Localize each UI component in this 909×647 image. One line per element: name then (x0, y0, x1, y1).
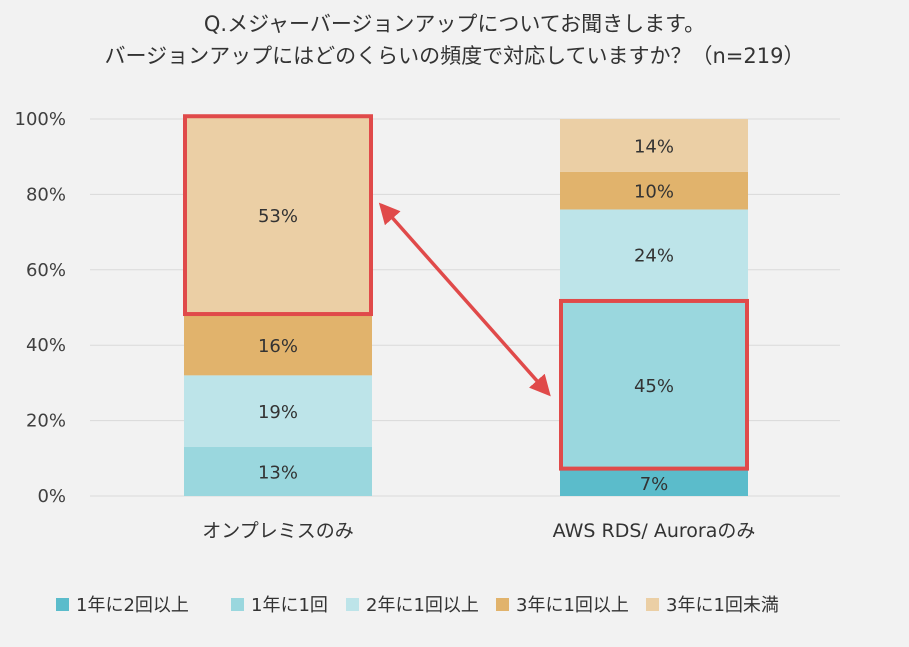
legend-label: 1年に2回以上 (76, 595, 189, 616)
legend-swatch (496, 598, 509, 611)
y-tick-label: 40% (26, 335, 66, 356)
chart-subtitle: バージョンアップにはどのくらいの頻度で対応していますか？（n=219） (104, 44, 805, 68)
y-tick-label: 20% (26, 411, 66, 432)
bar-segment (184, 375, 372, 447)
highlight-box (559, 298, 749, 471)
chart-title: Q.メジャーバージョンアップについてお聞きします。 (203, 12, 706, 36)
y-tick-label: 60% (26, 260, 66, 281)
bar-segment (560, 469, 748, 496)
x-category-label: AWS RDS/ Auroraのみ (553, 520, 756, 542)
legend-swatch (646, 598, 659, 611)
bar-segment (560, 209, 748, 300)
data-label: 13% (258, 462, 298, 483)
bar-segment (560, 171, 748, 210)
bar-segment (184, 115, 372, 316)
legend-label: 3年に1回未満 (666, 595, 779, 616)
highlight-box (183, 114, 373, 317)
data-label: 45% (634, 376, 674, 397)
data-label: 19% (258, 402, 298, 423)
bar-segment (184, 315, 372, 376)
legend-swatch (346, 598, 359, 611)
y-tick-label: 80% (26, 184, 66, 205)
bar-segment (560, 299, 748, 470)
x-category-label: オンプレミスのみ (202, 520, 353, 542)
data-label: 16% (258, 336, 298, 357)
data-label: 10% (634, 182, 674, 203)
bar-segment (184, 446, 372, 496)
bar-segment (560, 119, 748, 172)
legend-label: 2年に1回以上 (366, 595, 479, 616)
y-tick-label: 0% (37, 486, 66, 507)
comparison-arrow (378, 202, 551, 397)
data-label: 24% (634, 246, 674, 267)
data-label: 14% (634, 136, 674, 157)
y-tick-label: 100% (15, 109, 66, 130)
data-label: 7% (640, 474, 669, 495)
legend-swatch (56, 598, 69, 611)
legend-label: 3年に1回以上 (516, 595, 629, 616)
legend-swatch (231, 598, 244, 611)
legend-label: 1年に1回 (251, 595, 328, 616)
data-label: 53% (258, 206, 298, 227)
